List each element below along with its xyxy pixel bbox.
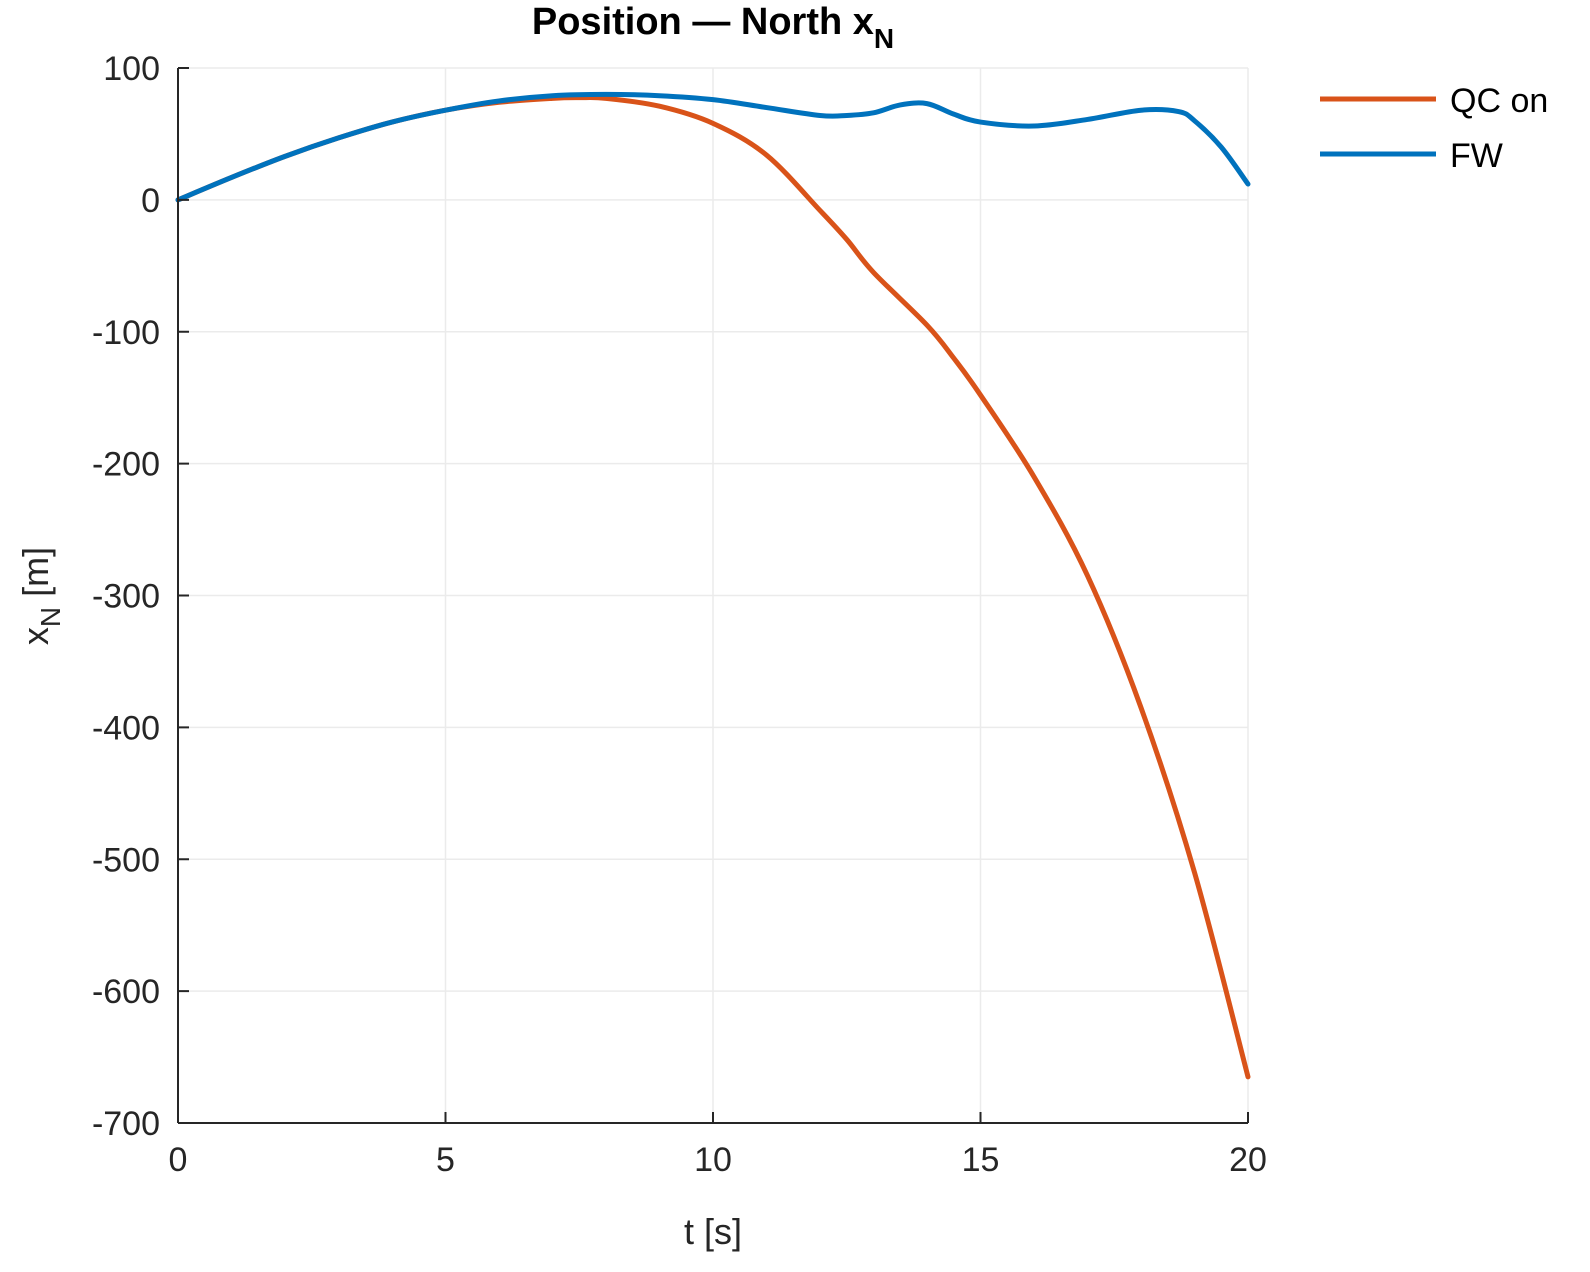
legend-label-qc-on: QC on — [1450, 82, 1548, 120]
tick-labels: 0 5 10 15 20 100 0 -100 -200 -300 -400 -500 -600 -700 — [92, 50, 1267, 1179]
x-tick-label: 20 — [1229, 1141, 1267, 1179]
legend: QC on FW — [1320, 82, 1548, 175]
grid-lines — [177, 67, 1249, 1124]
series-layer — [175, 91, 1251, 1080]
x-tick-label: 15 — [962, 1141, 1000, 1179]
x-tick-label: 5 — [436, 1141, 455, 1179]
axes — [177, 67, 1249, 1124]
legend-label-fw: FW — [1450, 137, 1503, 175]
y-tick-label: -200 — [92, 446, 160, 484]
y-tick-label: 0 — [141, 182, 160, 220]
y-tick-label: 100 — [103, 50, 160, 88]
y-tick-label: -100 — [92, 314, 160, 352]
y-tick-label: -700 — [92, 1105, 160, 1143]
series-line-fw — [175, 91, 1251, 203]
x-axis-label: t [s] — [684, 1211, 742, 1252]
x-tick-label: 0 — [169, 1141, 188, 1179]
y-tick-label: -500 — [92, 841, 160, 879]
x-tick-label: 10 — [694, 1141, 732, 1179]
y-tick-label: -400 — [92, 709, 160, 747]
y-tick-label: -600 — [92, 973, 160, 1011]
chart-title: Position — North xN — [532, 1, 894, 54]
y-tick-label: -300 — [92, 578, 160, 616]
y-axis-label: xN [m] — [15, 547, 66, 645]
